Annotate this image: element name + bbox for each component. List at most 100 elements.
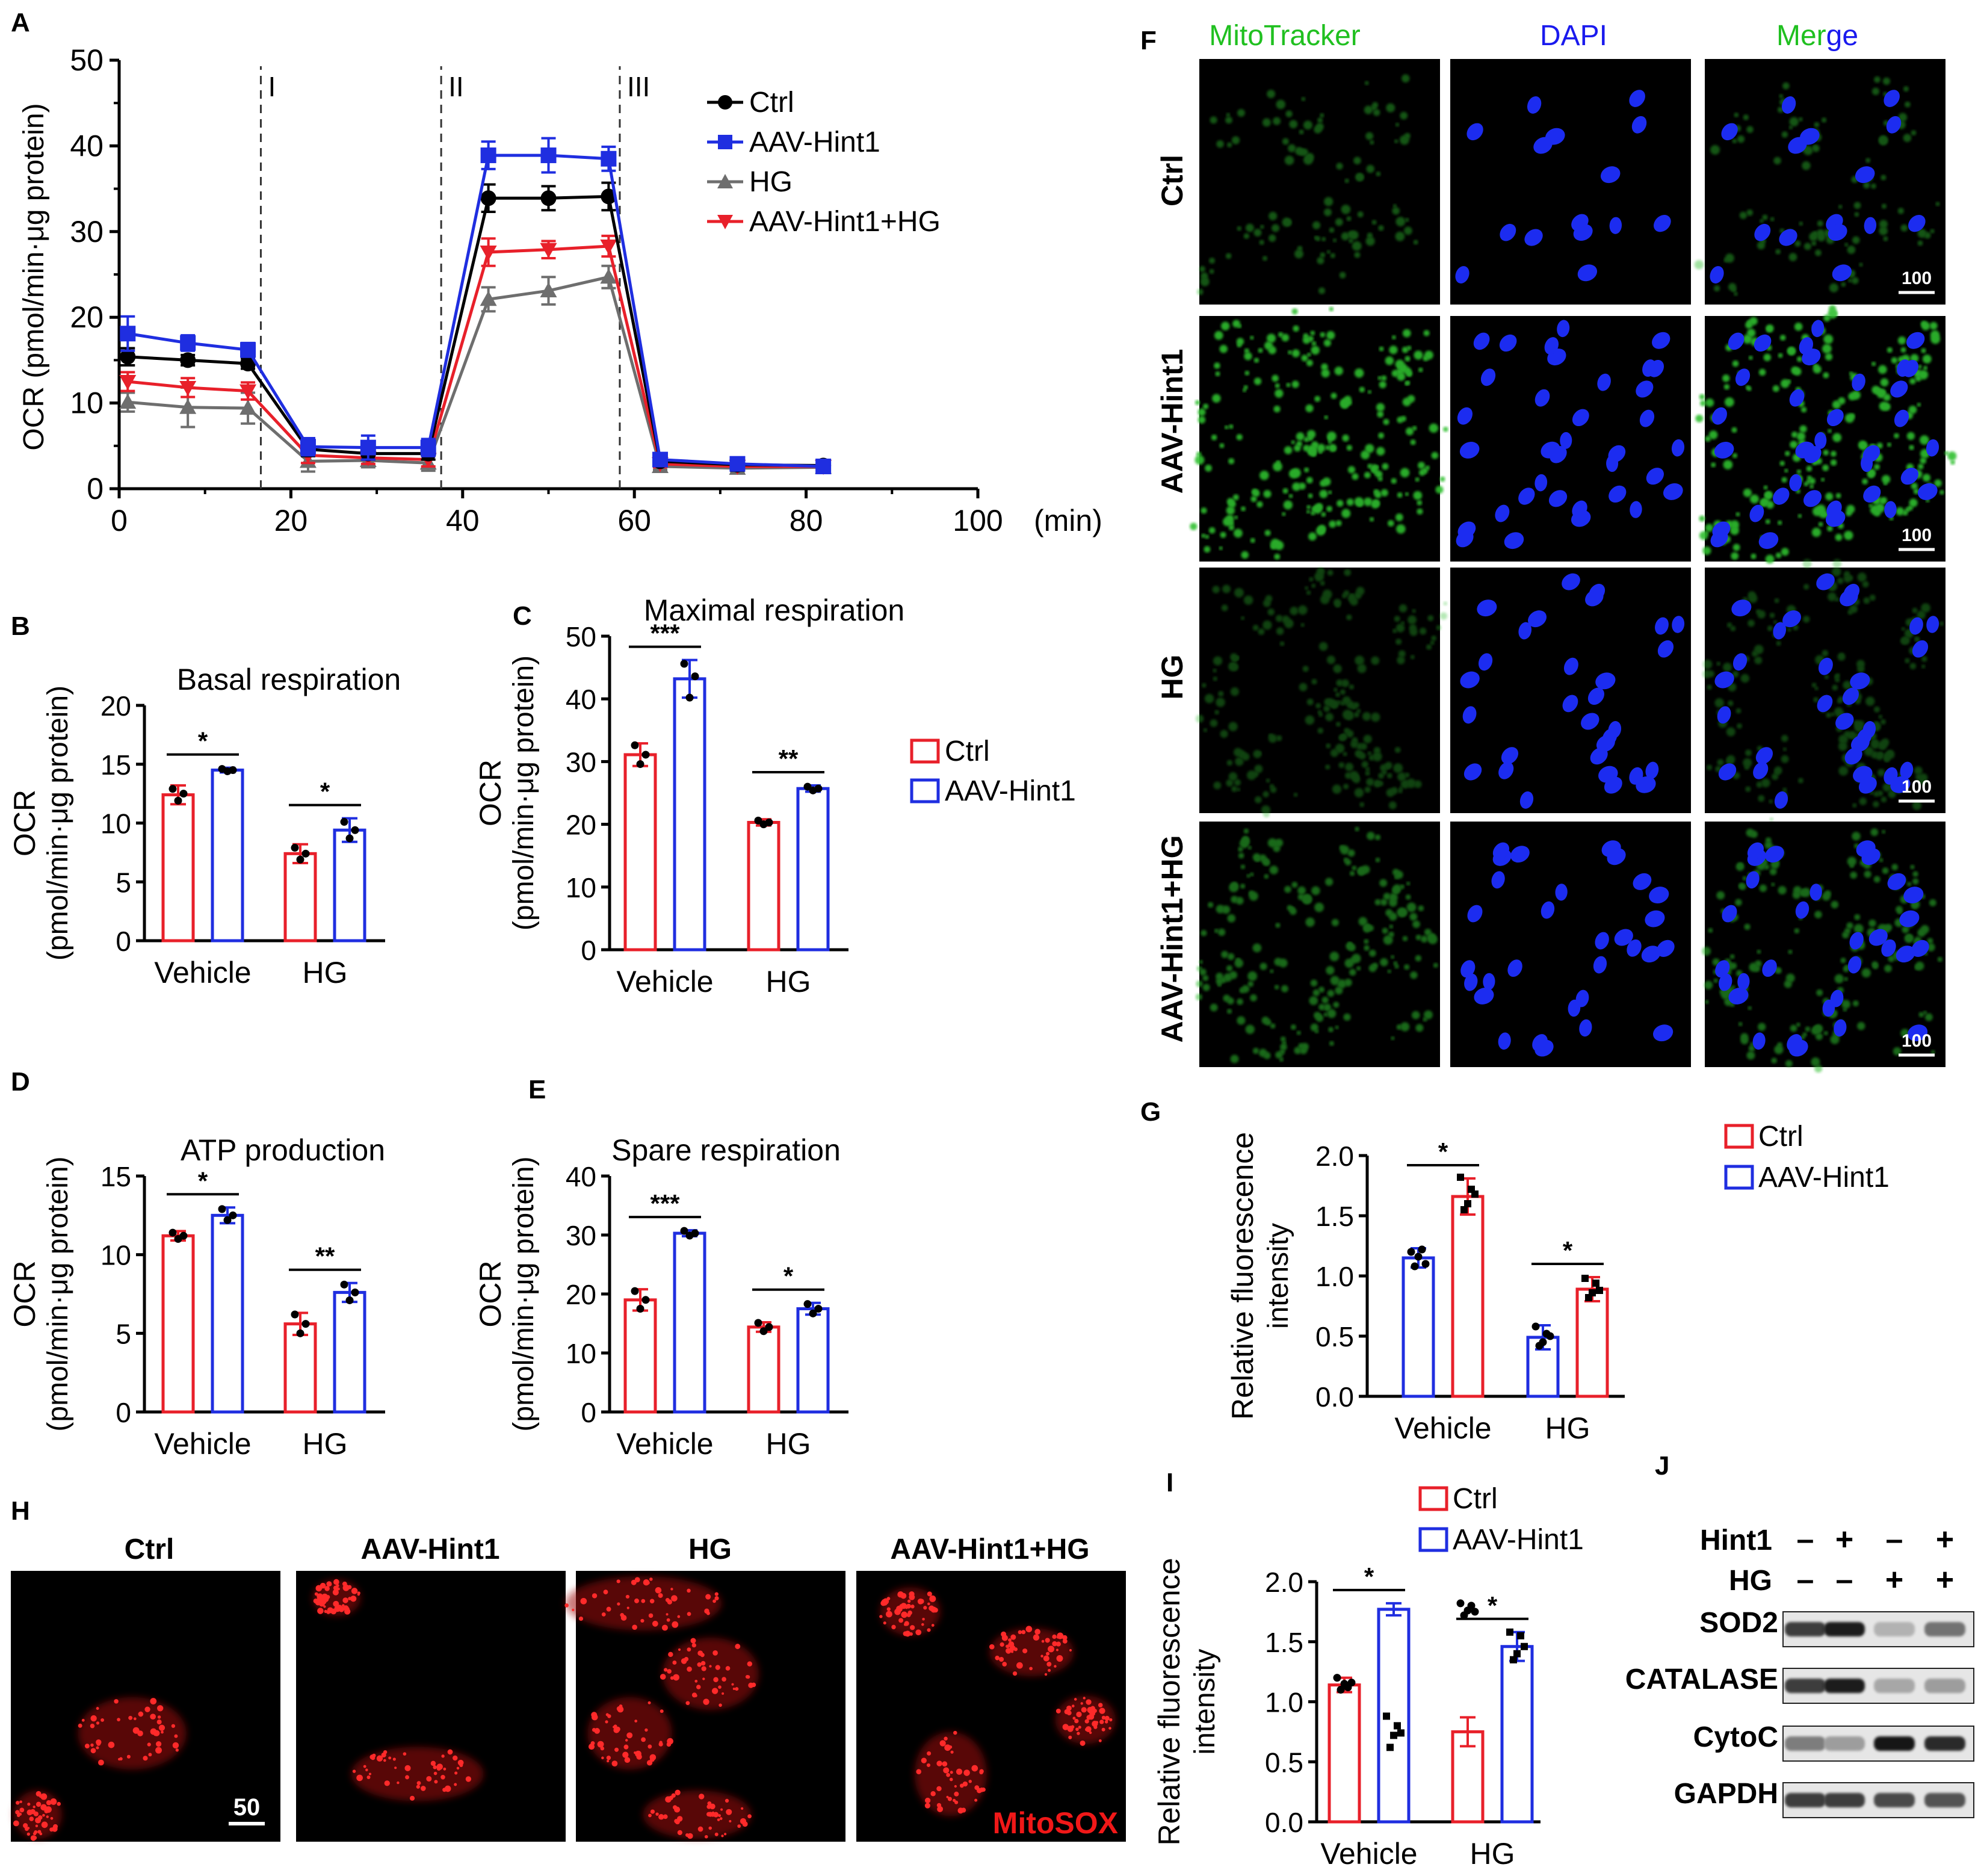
f-col-dapi: DAPI xyxy=(1540,20,1607,52)
nucleus xyxy=(1649,887,1669,904)
mito-speck xyxy=(1282,1041,1287,1045)
mitosox-speck xyxy=(153,1732,158,1736)
bar xyxy=(1402,1256,1435,1398)
mito-speck xyxy=(1321,237,1326,241)
mitosox-speck xyxy=(1044,1673,1048,1676)
mito-speck xyxy=(1882,867,1889,875)
mito-speck xyxy=(1816,989,1823,996)
mitosox-speck xyxy=(687,1647,691,1652)
mito-speck xyxy=(1337,979,1347,989)
data-point xyxy=(480,190,496,206)
nucleus xyxy=(1902,360,1919,377)
mito-speck xyxy=(1439,612,1448,620)
mito-speck xyxy=(1699,515,1705,522)
mitosox-speck xyxy=(444,1785,451,1792)
mito-speck xyxy=(1254,764,1263,773)
mito-speck xyxy=(1743,488,1752,497)
nucleus xyxy=(1648,360,1664,377)
mito-speck xyxy=(1878,365,1887,374)
data-point xyxy=(119,375,137,390)
mitosox-speck xyxy=(649,1599,655,1604)
mito-speck xyxy=(1735,708,1741,714)
y-tick-label: 0.0 xyxy=(1265,1807,1303,1838)
mito-speck xyxy=(1803,146,1813,155)
panel-letter-i: I xyxy=(1166,1468,1173,1497)
mito-speck xyxy=(1859,797,1867,805)
mito-speck xyxy=(1758,368,1766,376)
mito-speck xyxy=(1896,507,1905,516)
nucleus xyxy=(1462,706,1477,724)
mito-speck xyxy=(1345,763,1354,772)
nucleus xyxy=(1732,653,1748,671)
mito-speck xyxy=(1283,500,1293,510)
mito-speck xyxy=(1790,1024,1797,1032)
data-point xyxy=(240,342,256,358)
mito-speck xyxy=(1296,432,1305,441)
nucleus xyxy=(1890,380,1908,398)
mito-speck xyxy=(1411,1011,1420,1020)
mito-speck xyxy=(1199,265,1205,273)
mito-speck xyxy=(1947,451,1957,461)
mito-speck xyxy=(1335,1025,1339,1030)
mitosox-speck xyxy=(100,1718,105,1722)
category-label: Vehicle xyxy=(1394,1411,1491,1445)
legend-i-ctrl: Ctrl xyxy=(1453,1483,1498,1515)
mitosox-speck xyxy=(1099,1707,1105,1714)
data-point xyxy=(540,282,557,298)
scale-bar-label: 100 xyxy=(1902,525,1932,545)
h-label-aavhg: AAV-Hint1+HG xyxy=(890,1534,1089,1565)
mitosox-speck xyxy=(946,1772,950,1777)
mito-speck xyxy=(1344,979,1352,987)
mito-speck xyxy=(1322,589,1332,599)
mito-speck xyxy=(1301,1042,1309,1051)
mito-speck xyxy=(1764,841,1773,849)
mito-speck xyxy=(1289,908,1297,915)
nucleus xyxy=(1456,530,1474,548)
mito-speck xyxy=(1912,800,1921,810)
mito-speck xyxy=(1765,554,1775,564)
blot-band xyxy=(1874,1679,1915,1693)
mito-speck xyxy=(1730,625,1736,631)
chart-title: ATP production xyxy=(181,1133,385,1167)
legend-bc-aav: AAV-Hint1 xyxy=(945,775,1076,807)
mitosox-speck xyxy=(678,1648,681,1652)
mito-speck xyxy=(1199,959,1203,964)
mitosox-speck xyxy=(954,1791,959,1797)
mito-speck xyxy=(1270,539,1280,548)
mitosox-speck xyxy=(922,1617,925,1621)
mito-speck xyxy=(1830,459,1837,466)
mito-speck xyxy=(1272,374,1279,382)
mito-speck xyxy=(1395,217,1406,227)
mitosox-speck xyxy=(332,1589,339,1596)
nucleus xyxy=(1545,128,1565,145)
mitosox-speck xyxy=(954,1785,957,1788)
h-label-hg: HG xyxy=(688,1534,732,1565)
mito-speck xyxy=(1383,935,1393,945)
data-point xyxy=(301,1320,310,1328)
mito-speck xyxy=(1910,864,1915,870)
mito-speck xyxy=(1250,994,1257,1001)
mito-speck xyxy=(1343,752,1347,757)
mito-speck xyxy=(1861,968,1871,978)
mito-speck xyxy=(1208,527,1216,534)
data-point xyxy=(218,1205,226,1213)
mitosox-speck xyxy=(623,1744,629,1750)
mito-speck xyxy=(1340,701,1346,706)
nucleus xyxy=(1758,532,1779,549)
mito-speck xyxy=(1395,624,1405,633)
mito-speck xyxy=(1849,371,1853,376)
nucleus xyxy=(1864,217,1877,234)
mito-speck xyxy=(1431,635,1437,641)
mito-speck xyxy=(1757,949,1761,954)
mito-speck xyxy=(1894,433,1899,439)
mito-speck xyxy=(1387,520,1394,527)
nucleus xyxy=(1896,946,1915,963)
nucleus xyxy=(1894,409,1909,427)
mito-speck xyxy=(1291,349,1300,358)
mito-speck xyxy=(1771,1057,1778,1064)
mitosox-speck xyxy=(394,1766,397,1769)
mitosox-speck xyxy=(108,1741,115,1748)
mitosox-speck xyxy=(722,1692,725,1695)
y-axis-label-2: (pmol/min·μg protein) xyxy=(508,655,540,930)
